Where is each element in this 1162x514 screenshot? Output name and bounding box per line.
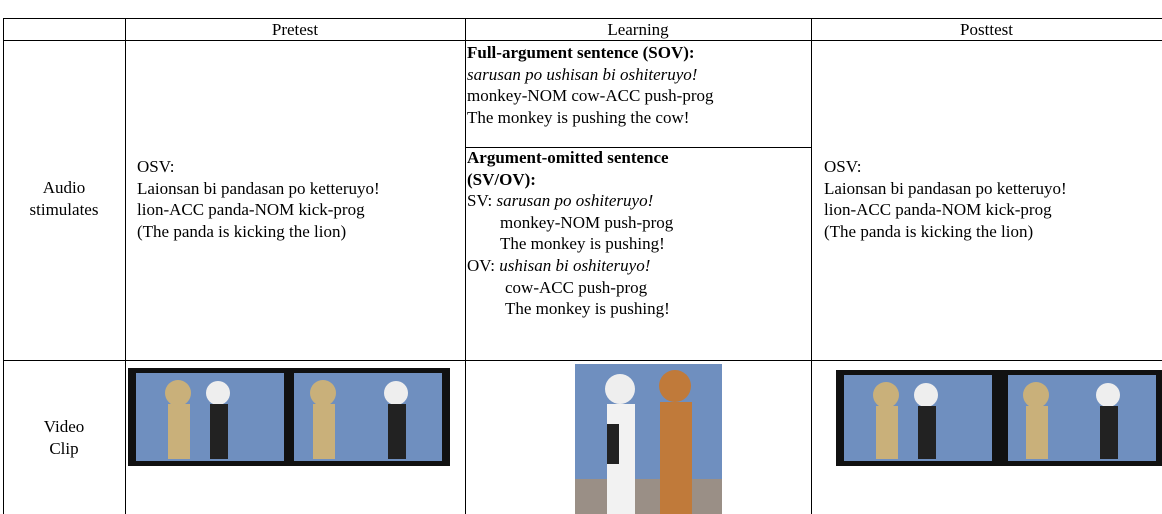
gloss: monkey-NOM cow-ACC push-prog (467, 86, 714, 106)
border (811, 18, 812, 514)
translation: The monkey is pushing the cow! (467, 107, 690, 127)
border (465, 18, 466, 514)
border (3, 18, 4, 514)
heading: (SV/OV): (467, 169, 536, 189)
label: OV: (467, 255, 496, 275)
border (3, 360, 1162, 361)
heading: Argument-omitted sentence (467, 148, 669, 167)
line: (The panda is kicking the lion) (824, 221, 1034, 241)
sentence: sarusan po oshiteruyo! (496, 191, 654, 211)
line: Laionsan bi pandasan po ketteruyo! (824, 178, 1067, 198)
line: lion-ACC panda-NOM kick-prog (824, 200, 1052, 220)
heading: Full-argument sentence (SOV): (467, 43, 695, 62)
gloss: monkey-NOM push-prog (500, 212, 674, 232)
line: Laionsan bi pandasan po ketteruyo! (137, 178, 380, 198)
border (125, 18, 126, 514)
video-still (575, 364, 722, 514)
line: lion-ACC panda-NOM kick-prog (137, 200, 365, 220)
sentence: sarusan po ushisan bi oshiteruyo! (467, 64, 698, 84)
column-header: Posttest (960, 20, 1013, 39)
column-header: Learning (607, 20, 669, 39)
heading: OSV: (137, 157, 175, 176)
row-label-line: stimulates (29, 199, 99, 219)
cell-text: Argument-omitted sentence (SV/OV): SV: s… (467, 147, 673, 320)
translation: The monkey is pushing! (505, 299, 670, 319)
translation: The monkey is pushing! (500, 234, 665, 254)
heading: OSV: (824, 157, 862, 176)
border (465, 147, 811, 148)
video-still (128, 368, 450, 466)
row-label: Video Clip (3, 416, 125, 459)
border (3, 18, 1162, 19)
sentence: ushisan bi oshiteruyo! (499, 255, 651, 275)
line: (The panda is kicking the lion) (137, 221, 347, 241)
label: SV: (467, 191, 493, 211)
row-label: Audio stimulates (3, 177, 125, 220)
cell-text: Full-argument sentence (SOV): sarusan po… (467, 42, 713, 128)
video-still (836, 370, 1162, 466)
row-label-line: Video (43, 417, 85, 436)
cell-text: OSV: Laionsan bi pandasan po ketteruyo! … (137, 156, 380, 242)
row-label-line: Audio (42, 178, 86, 197)
cell-text: OSV: Laionsan bi pandasan po ketteruyo! … (824, 156, 1067, 242)
border (3, 40, 1162, 41)
gloss: cow-ACC push-prog (505, 277, 648, 297)
column-header: Pretest (271, 20, 319, 39)
row-label-line: Clip (49, 438, 79, 458)
